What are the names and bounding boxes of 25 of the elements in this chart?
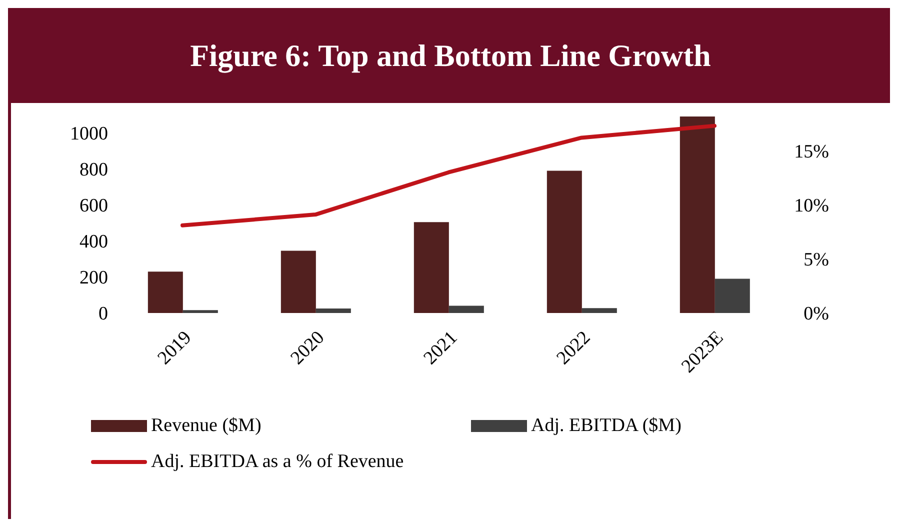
y2-tick-label: 15% xyxy=(794,141,830,162)
bar xyxy=(280,250,316,313)
chart-title: Figure 6: Top and Bottom Line Growth xyxy=(11,8,890,103)
y-tick-label: 400 xyxy=(80,232,108,253)
line-series xyxy=(180,124,716,228)
bar xyxy=(182,310,218,313)
legend-label: Revenue ($M) xyxy=(151,415,262,437)
y2-tick-label: 10% xyxy=(794,196,830,217)
bar xyxy=(714,278,750,313)
legend-label: Adj. EBITDA ($M) xyxy=(531,415,682,437)
bar xyxy=(680,116,715,313)
y-tick-label: 600 xyxy=(80,196,108,217)
y-tick-label: 800 xyxy=(80,160,108,181)
y-tick-label: 0 xyxy=(98,304,108,325)
legend-label: Adj. EBITDA as a % of Revenue xyxy=(151,451,404,473)
bar xyxy=(582,308,617,313)
y2-tick-label: 0% xyxy=(804,304,830,325)
bar xyxy=(546,170,582,313)
bar xyxy=(448,306,484,313)
bar xyxy=(148,272,183,313)
y-tick-label: 1000 xyxy=(70,124,108,145)
y2-tick-label: 5% xyxy=(804,250,830,271)
bar xyxy=(316,308,351,313)
y-tick-label: 200 xyxy=(80,268,108,289)
bar xyxy=(414,222,449,313)
